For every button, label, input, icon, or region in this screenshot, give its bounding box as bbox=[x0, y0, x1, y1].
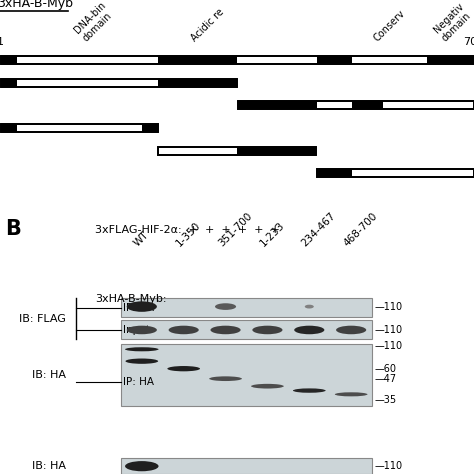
Bar bbox=[121, 458, 372, 474]
Bar bbox=[121, 344, 372, 406]
Text: —110: —110 bbox=[374, 341, 402, 351]
Text: 234-467: 234-467 bbox=[300, 210, 337, 248]
Text: DNA-bin
domain: DNA-bin domain bbox=[73, 0, 117, 44]
Text: Acidic re: Acidic re bbox=[189, 7, 226, 44]
Ellipse shape bbox=[209, 376, 242, 381]
Ellipse shape bbox=[169, 326, 199, 334]
Bar bbox=[158, 56, 237, 64]
Bar bbox=[237, 146, 316, 155]
Bar bbox=[0, 79, 17, 87]
Bar bbox=[317, 169, 474, 177]
Bar bbox=[317, 169, 474, 177]
Text: —60: —60 bbox=[374, 364, 396, 374]
Text: IP: HA: IP: HA bbox=[123, 302, 154, 312]
Text: 3xFLAG-HIF-2α:  +  +  +  +  +  +: 3xFLAG-HIF-2α: + + + + + + bbox=[95, 225, 280, 235]
Ellipse shape bbox=[294, 326, 324, 334]
Ellipse shape bbox=[252, 326, 283, 334]
Text: Input: Input bbox=[123, 325, 150, 335]
Bar bbox=[352, 101, 383, 109]
Bar bbox=[0, 56, 474, 64]
Text: B: B bbox=[5, 219, 20, 238]
Text: 351-700: 351-700 bbox=[216, 211, 254, 248]
Bar bbox=[427, 56, 474, 64]
Text: 3xHA-B-Myb:: 3xHA-B-Myb: bbox=[95, 294, 166, 304]
Text: IB: HA: IB: HA bbox=[32, 370, 66, 380]
Text: 3xHA-B-Myb: 3xHA-B-Myb bbox=[0, 0, 73, 10]
Text: 1: 1 bbox=[0, 36, 4, 46]
Text: —47: —47 bbox=[374, 374, 397, 383]
Bar bbox=[0, 56, 17, 64]
Ellipse shape bbox=[293, 388, 326, 393]
Bar bbox=[317, 56, 352, 64]
Text: Negativ
domain: Negativ domain bbox=[432, 1, 474, 44]
Text: 700: 700 bbox=[464, 36, 474, 46]
Text: IP: HA: IP: HA bbox=[123, 377, 154, 387]
Text: 468-700: 468-700 bbox=[342, 211, 379, 248]
Bar bbox=[142, 124, 158, 132]
Bar bbox=[158, 146, 316, 155]
Bar bbox=[0, 79, 237, 87]
Text: —110: —110 bbox=[374, 461, 402, 471]
Ellipse shape bbox=[215, 303, 236, 310]
Ellipse shape bbox=[335, 392, 367, 396]
Text: —110: —110 bbox=[374, 325, 402, 335]
Bar bbox=[0, 79, 237, 87]
Bar bbox=[0, 124, 17, 132]
Text: Conserv: Conserv bbox=[372, 9, 407, 44]
Text: 1-350: 1-350 bbox=[174, 220, 202, 248]
Ellipse shape bbox=[125, 347, 158, 351]
Text: IB: FLAG: IB: FLAG bbox=[19, 314, 66, 324]
Ellipse shape bbox=[210, 326, 241, 334]
Bar bbox=[237, 101, 474, 109]
Bar bbox=[0, 124, 158, 132]
Text: IB: HA: IB: HA bbox=[32, 461, 66, 471]
Bar bbox=[237, 101, 474, 109]
Bar bbox=[317, 169, 352, 177]
Text: —35: —35 bbox=[374, 395, 397, 405]
Ellipse shape bbox=[336, 326, 366, 334]
Ellipse shape bbox=[167, 366, 200, 371]
Bar bbox=[121, 298, 372, 317]
Ellipse shape bbox=[251, 384, 284, 389]
Ellipse shape bbox=[127, 326, 157, 334]
Bar bbox=[0, 124, 158, 132]
Bar bbox=[121, 320, 372, 339]
Ellipse shape bbox=[125, 461, 158, 471]
Text: 1-233: 1-233 bbox=[258, 220, 286, 248]
Bar bbox=[158, 79, 237, 87]
Ellipse shape bbox=[126, 358, 158, 364]
Text: —110: —110 bbox=[374, 301, 402, 311]
Ellipse shape bbox=[305, 305, 314, 309]
Ellipse shape bbox=[127, 301, 157, 312]
Text: WT: WT bbox=[132, 230, 151, 248]
Bar bbox=[237, 101, 317, 109]
Bar bbox=[158, 146, 316, 155]
Bar bbox=[0, 56, 474, 64]
